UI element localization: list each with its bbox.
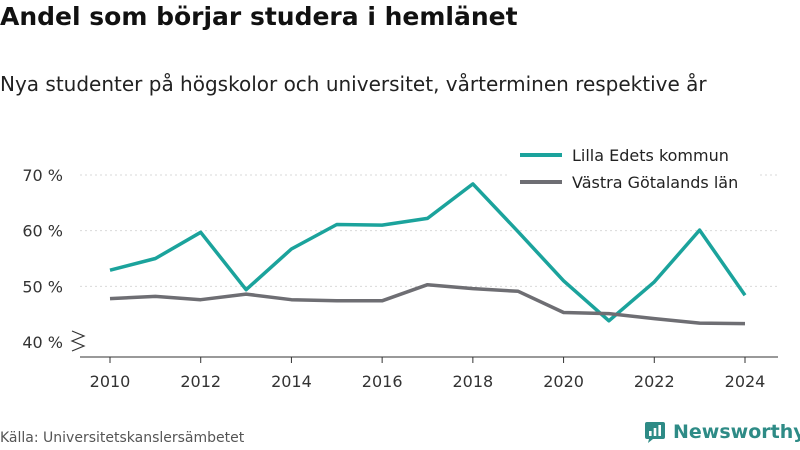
series-lines [109,182,747,326]
series-line [109,282,746,326]
legend-label: Lilla Edets kommun [572,146,729,165]
x-tick-label: 2020 [543,372,584,391]
y-tick-label: 60 % [22,222,63,241]
axis-break-icon [70,330,86,352]
y-tick-label: 70 % [22,166,63,185]
legend-background [510,140,760,200]
x-tick-label: 2018 [452,372,493,391]
legend-label: Västra Götalands län [572,173,738,192]
x-tick-label: 2024 [725,372,766,391]
y-tick-label: 50 % [22,277,63,296]
brand-logo: Newsworthy [643,420,800,444]
brand-name: Newsworthy [673,421,800,443]
chart-title: Andel som börjar studera i hemlänet [0,2,518,31]
x-tick-label: 2012 [180,372,221,391]
x-tick-label: 2016 [362,372,403,391]
x-tick-label: 2022 [634,372,675,391]
y-axis-labels: 40 % 50 % 60 % 70 % [22,166,86,352]
x-tick-label: 2010 [90,372,131,391]
legend: Lilla Edets kommun Västra Götalands län [510,140,760,200]
newsworthy-logo-icon [645,422,665,443]
x-axis: 2010 2012 2014 2016 2018 2020 2022 2024 [80,356,778,391]
x-tick-label: 2014 [271,372,312,391]
y-tick-label: 40 % [22,333,63,352]
chart-subtitle: Nya studenter på högskolor och universit… [0,72,707,96]
series-line [109,182,747,323]
source-note: Källa: Universitetskanslersämbetet [0,430,245,446]
